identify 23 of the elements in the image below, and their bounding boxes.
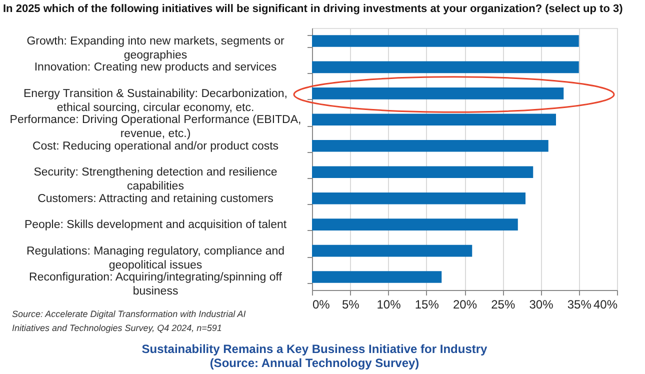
x-tick-label: 5%	[342, 298, 360, 312]
x-tick-label: 10%	[376, 298, 402, 312]
x-tick-label: 30%	[529, 298, 554, 312]
y-tick-label: Energy Transition & Sustainability: Decarbonization, ethical sourcing, circular economy, etc.	[23, 88, 288, 114]
y-tick-label: Innovation: Creating new products and services	[34, 62, 277, 74]
x-tick-label: 0%	[312, 298, 330, 312]
x-tick-label: 25%	[491, 298, 516, 312]
y-tick-label: Cost: Reducing operational and/or product costs	[32, 140, 279, 152]
text: Sustainability Remains a Key Business Initiative for Industry	[142, 342, 488, 356]
x-tick-label: 40%	[593, 298, 618, 312]
y-tick-label: Growth: Expanding into new markets, segments or geographies	[26, 35, 284, 62]
x-tick-label: 35%	[567, 298, 592, 312]
y-tick-label: Customers: Attracting and retaining customers	[38, 192, 274, 205]
text: (Source: Annual Technology Survey)	[210, 356, 420, 370]
chart-title: In 2025 which of the following initiatives will be significant in driving investments at your organization? (select up to 3)	[3, 3, 624, 15]
y-tick-label: Reconfiguration: Acquiring/integrating/spinning off business	[29, 272, 283, 298]
y-tick-label: Regulations: Managing regulatory, compliance and geopolitical issues	[26, 245, 285, 272]
x-tick-label: 15%	[414, 298, 440, 312]
y-tick-label: Performance: Driving Operational Performance (EBITDA, revenue, etc.)	[10, 114, 302, 140]
source-note: Source: Accelerate Digital Transformation with Industrial AI Initiatives and Technologies Survey, Q4 2024, n=591	[12, 309, 246, 333]
y-tick-label: People: Skills development and acquisition of talent	[24, 219, 288, 232]
x-tick-label: 20%	[452, 298, 478, 312]
y-tick-label: Security: Strengthening detection and resilience capabilities	[34, 166, 278, 193]
